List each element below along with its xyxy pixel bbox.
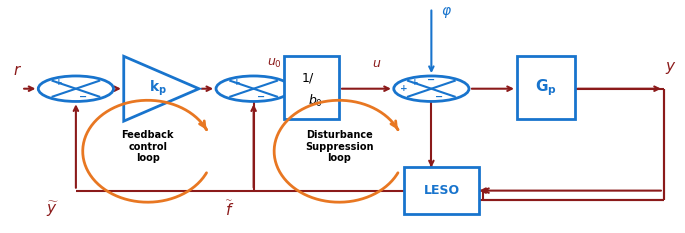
- Text: +: +: [401, 84, 408, 93]
- Text: LESO: LESO: [423, 184, 460, 197]
- Text: $\varphi$: $\varphi$: [441, 5, 452, 20]
- Circle shape: [38, 76, 114, 101]
- Text: $\mathbf{G_p}$: $\mathbf{G_p}$: [535, 77, 557, 98]
- Text: Disturbance
Suppression
loop: Disturbance Suppression loop: [305, 130, 373, 163]
- Text: +: +: [55, 78, 63, 87]
- Circle shape: [216, 76, 291, 101]
- Text: −: −: [427, 75, 436, 85]
- Text: −: −: [257, 92, 265, 102]
- Text: $\widetilde{f}$: $\widetilde{f}$: [225, 199, 234, 219]
- Polygon shape: [124, 56, 199, 121]
- Text: $\mathbf{k_p}$: $\mathbf{k_p}$: [149, 79, 167, 98]
- Text: +: +: [410, 78, 419, 87]
- Text: $\widetilde{y}$: $\widetilde{y}$: [46, 199, 58, 219]
- Text: −: −: [79, 92, 88, 102]
- Text: $b_0$: $b_0$: [308, 93, 323, 110]
- FancyBboxPatch shape: [284, 56, 339, 119]
- Text: $\mathbf{\it{u}}$: $\mathbf{\it{u}}$: [372, 57, 382, 70]
- Circle shape: [394, 76, 469, 101]
- Text: +: +: [233, 78, 240, 87]
- FancyBboxPatch shape: [516, 56, 575, 119]
- FancyBboxPatch shape: [404, 168, 480, 214]
- Text: $\mathbf{\it{u_0}}$: $\mathbf{\it{u_0}}$: [266, 57, 282, 70]
- Text: −: −: [435, 92, 443, 102]
- Text: $\mathbf{\it{y}}$: $\mathbf{\it{y}}$: [665, 60, 676, 76]
- Text: Feedback
control
loop: Feedback control loop: [121, 130, 174, 163]
- Text: $1/$: $1/$: [301, 71, 315, 85]
- Text: $\mathbf{\it{r}}$: $\mathbf{\it{r}}$: [13, 63, 23, 78]
